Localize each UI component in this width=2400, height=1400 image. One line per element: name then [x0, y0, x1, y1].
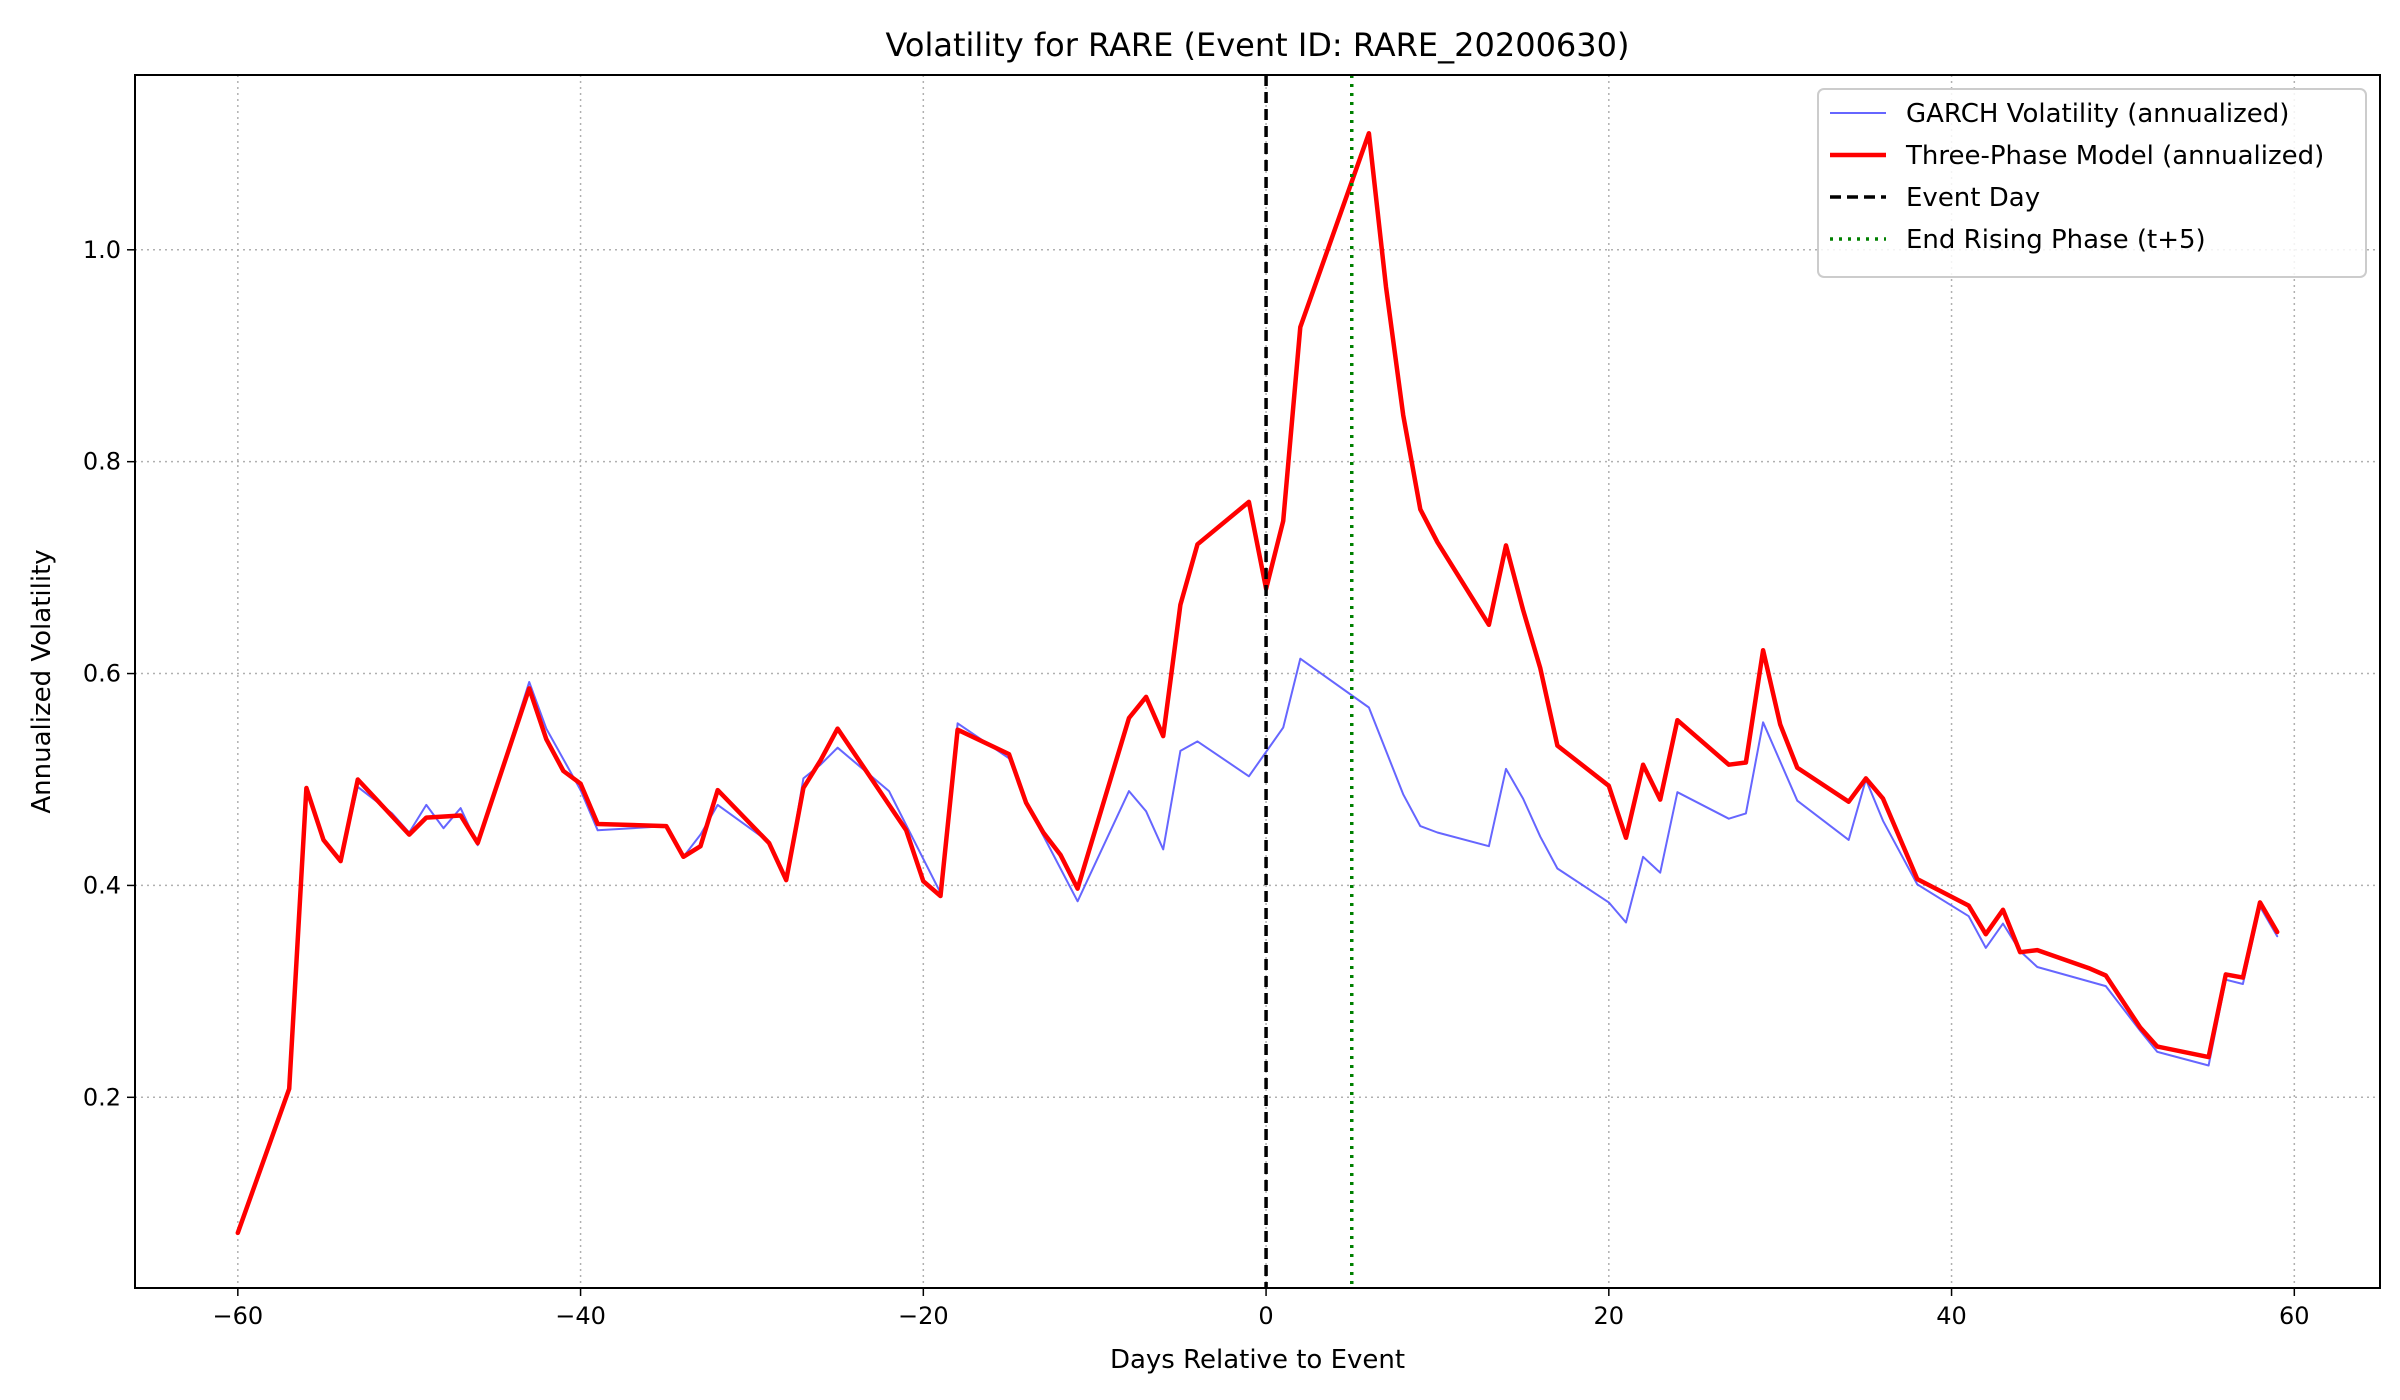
grid [135, 75, 2380, 1288]
legend: GARCH Volatility (annualized) Three-Phase… [1817, 88, 2367, 278]
legend-label: Event Day [1906, 183, 2040, 213]
y-tick-label: 0.6 [83, 660, 121, 688]
y-tick-label: 0.2 [83, 1083, 121, 1111]
plot-frame [134, 74, 2381, 1289]
x-tick-label: 0 [1258, 1302, 1273, 1330]
x-tick-label: −60 [212, 1302, 263, 1330]
chart-title: Volatility for RARE (Event ID: RARE_2020… [886, 26, 1630, 64]
series-line-three-phase-model-annualized [235, 131, 2280, 1236]
legend-label: Three-Phase Model (annualized) [1905, 141, 2324, 171]
y-axis-label: Annualized Volatility [27, 549, 57, 813]
y-tick-label: 0.8 [83, 448, 121, 476]
x-tick-label: 40 [1936, 1302, 1967, 1330]
legend-box [1817, 88, 2367, 278]
axis-ticks: −60 −40 −20 0 20 40 60 0.2 0.4 0.6 0.8 1.0 [83, 236, 2310, 1330]
y-tick-label: 0.4 [83, 871, 121, 899]
x-axis-label: Days Relative to Event [1110, 1345, 1405, 1375]
series-line-garch-volatility-annualized [236, 657, 2279, 1234]
legend-label: GARCH Volatility (annualized) [1906, 99, 2289, 129]
x-tick-label: −40 [555, 1302, 606, 1330]
legend-label: End Rising Phase (t+5) [1906, 225, 2206, 255]
x-tick-label: 60 [2279, 1302, 2310, 1330]
plot-lines [235, 75, 2280, 1288]
y-tick-label: 1.0 [83, 236, 121, 264]
x-tick-label: 20 [1594, 1302, 1625, 1330]
x-tick-label: −20 [898, 1302, 949, 1330]
